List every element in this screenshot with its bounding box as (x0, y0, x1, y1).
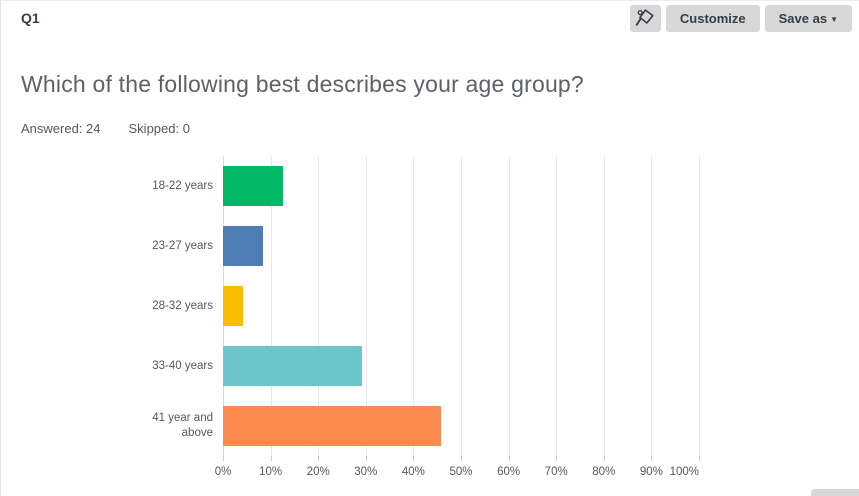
bar-28-32-years[interactable] (223, 286, 243, 326)
gridline (413, 156, 415, 456)
bar-23-27-years[interactable] (223, 226, 263, 266)
bar-18-22-years[interactable] (223, 166, 283, 206)
pin-icon (634, 6, 656, 31)
axis-tick-label: 20% (306, 466, 330, 478)
category-label: 41 year and above (1, 396, 213, 456)
axis-tick-label: 40% (401, 466, 425, 478)
gridline (270, 156, 272, 456)
next-section-edge (811, 489, 859, 496)
toolbar: Customize Save as ▼ (629, 5, 852, 32)
axis-tick-label: 30% (354, 466, 378, 478)
axis-tick (461, 456, 462, 461)
save-as-button-label: Save as (778, 11, 828, 26)
axis-tick (556, 456, 558, 461)
answered-count: Answered: 24 (21, 121, 101, 136)
category-label: 33-40 years (1, 336, 213, 396)
customize-button-label: Customize (679, 11, 746, 26)
axis-tick (270, 456, 272, 461)
axis-tick (699, 456, 700, 461)
axis-tick (365, 456, 367, 461)
bar-row (223, 276, 699, 336)
axis-tick-label: 50% (449, 466, 473, 478)
category-label-text: 28-32 years (152, 299, 213, 312)
gridline (365, 156, 367, 456)
axis-tick-label: 80% (592, 466, 616, 478)
axis-tick (223, 456, 224, 461)
axis-tick-label: 0% (214, 466, 232, 478)
customize-button[interactable]: Customize (665, 5, 760, 32)
gridline (651, 156, 653, 456)
gridline (461, 156, 462, 456)
response-stats: Answered: 24 Skipped: 0 (21, 121, 218, 136)
bar-33-40-years[interactable] (223, 346, 362, 386)
chevron-down-icon: ▼ (830, 15, 838, 24)
gridline (318, 156, 320, 456)
category-label-text: 18-22 years (152, 179, 213, 192)
axis-tick-label: 90% (639, 466, 663, 478)
gridline (556, 156, 558, 456)
bar-row (223, 396, 699, 456)
axis-tick (318, 456, 320, 461)
category-label-text: 33-40 years (152, 359, 213, 372)
category-label: 18-22 years (1, 156, 213, 216)
bar-row (223, 156, 699, 216)
category-label: 23-27 years (1, 216, 213, 276)
axis-tick (603, 456, 605, 461)
axis-tick (651, 456, 653, 461)
skipped-count: Skipped: 0 (128, 121, 190, 136)
chart-plot: 0% 10% 20% 30% 40% 50% 60% 70% 80% 90% 100% (215, 156, 700, 478)
axis-tick-label: 60% (497, 466, 521, 478)
bar-41-year-and-above[interactable] (223, 406, 442, 446)
gridline (508, 156, 510, 456)
axis-tick (508, 456, 510, 461)
question-title: Which of the following best describes yo… (21, 71, 584, 97)
axis-tick-label: 100% (669, 466, 699, 478)
question-number: Q1 (21, 10, 40, 26)
gridline (699, 156, 700, 456)
axis-tick-label: 70% (544, 466, 568, 478)
pin-button[interactable] (629, 5, 661, 32)
save-as-button[interactable]: Save as ▼ (764, 5, 852, 32)
category-label-text: 41 year and above (152, 412, 213, 439)
chart-category-labels: 18-22 years 23-27 years 28-32 years 33-40 y… (1, 156, 213, 456)
category-label: 28-32 years (1, 276, 213, 336)
chart-bars (223, 156, 699, 456)
bar-row (223, 336, 699, 396)
bar-row (223, 216, 699, 276)
gridline (603, 156, 605, 456)
axis-tick-label: 10% (259, 466, 283, 478)
category-label-text: 23-27 years (152, 239, 213, 252)
bar-chart: 18-22 years 23-27 years 28-32 years 33-40 y… (1, 156, 700, 496)
axis-tick (413, 456, 415, 461)
